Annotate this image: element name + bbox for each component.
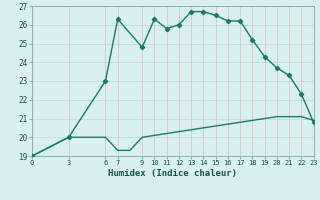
X-axis label: Humidex (Indice chaleur): Humidex (Indice chaleur) (108, 169, 237, 178)
